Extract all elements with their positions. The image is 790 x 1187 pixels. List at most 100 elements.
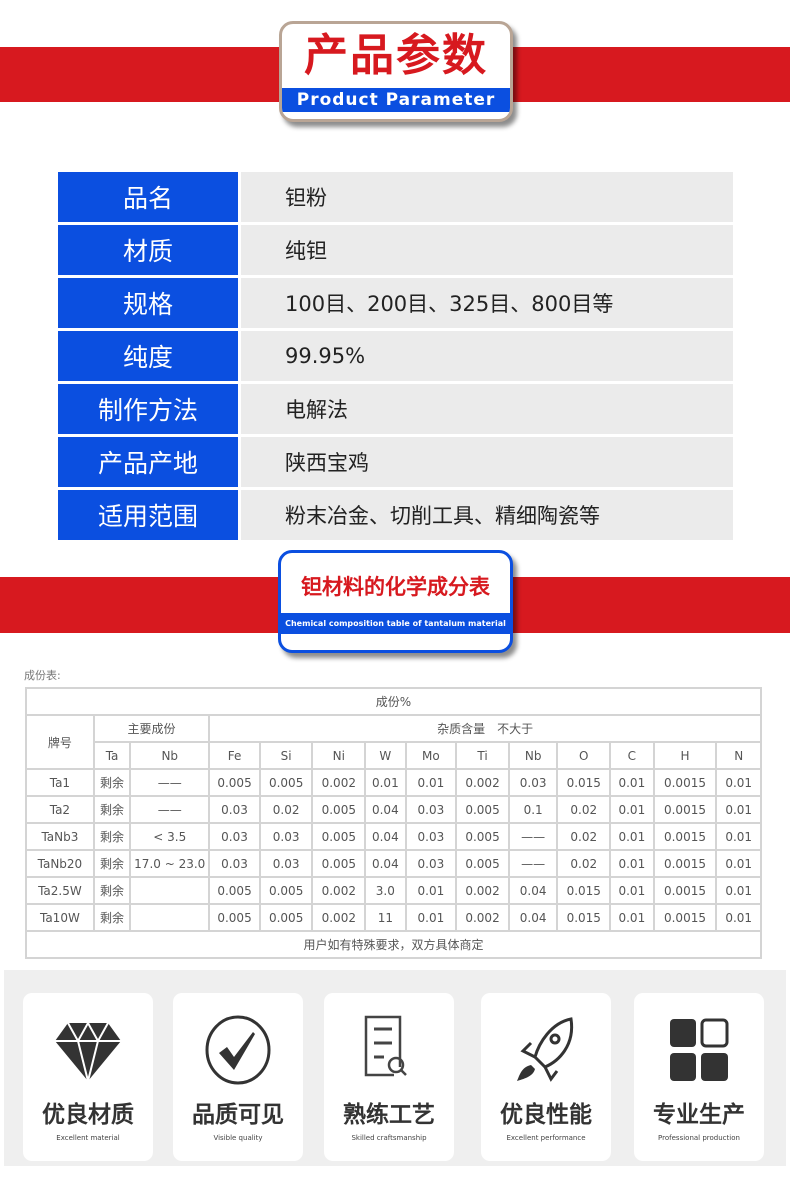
features-panel: 优良材质 Excellent material 品质可见 Visible qualit…: [4, 970, 786, 1166]
table-cell: 0.015: [556, 903, 612, 932]
table-cell: 0.03: [208, 849, 261, 878]
table-cell: 0.005: [258, 903, 314, 932]
table-row: Ta2.5W 剩余 0.005 0.005 0.002 3.0 0.01 0.002 0.04 0…: [25, 876, 762, 905]
table-cell: 0.005: [208, 876, 261, 905]
table-cell: [129, 876, 211, 905]
table-cell: 0.01: [404, 768, 458, 797]
feature-subtitle: Visible quality: [213, 1134, 263, 1142]
table-cell: 0.04: [507, 903, 559, 932]
table-cell: 0.01: [715, 822, 762, 851]
feature-title: 熟练工艺: [343, 1102, 435, 1128]
section-title-cn: 钽材料的化学成分表: [301, 575, 490, 599]
column-header: Si: [258, 741, 314, 770]
table-cell: ——: [129, 768, 211, 797]
table-cell: [129, 903, 211, 932]
table-cell: 0.01: [609, 876, 655, 905]
table-cell: 0.03: [404, 849, 458, 878]
table-row: Ta10W 剩余 0.005 0.005 0.002 11 0.01 0.002 0.04 0.0…: [25, 903, 762, 932]
table-cell: 0.0015: [652, 876, 718, 905]
table-cell: 0.02: [556, 822, 612, 851]
table-cell: 0.01: [715, 903, 762, 932]
checkmark-circle-icon: [173, 993, 303, 1089]
table-cell: 0.005: [311, 849, 367, 878]
table-cell: 0.02: [556, 849, 612, 878]
table-cell: 0.02: [556, 795, 612, 824]
table-title: 成份%: [25, 687, 762, 716]
param-label: 产品产地: [58, 437, 238, 487]
param-value: 99.95%: [241, 331, 733, 381]
section-title-cn: 产品参数: [304, 30, 488, 81]
table-cell: 0.01: [609, 903, 655, 932]
param-row: 材质 纯钽: [58, 225, 733, 275]
table-cell: TaNb3: [25, 822, 95, 851]
table-cell: 剩余: [92, 903, 132, 932]
param-value: 陕西宝鸡: [241, 437, 733, 487]
feature-card: 优良材质 Excellent material: [23, 993, 153, 1161]
column-header: Ni: [311, 741, 367, 770]
column-header: C: [609, 741, 655, 770]
table-cell: 0.005: [311, 795, 367, 824]
param-value: 100目、200目、325目、800目等: [241, 278, 733, 328]
table-cell: 17.0 ~ 23.0: [129, 849, 211, 878]
table-cell: 0.04: [364, 849, 407, 878]
table-cell: 0.03: [258, 822, 314, 851]
feature-card: 优良性能 Excellent performance: [481, 993, 611, 1161]
table-cell: 0.015: [556, 768, 612, 797]
table-cell: Ta2.5W: [25, 876, 95, 905]
table-cell: 0.01: [715, 876, 762, 905]
main-header: 主要成份: [92, 714, 211, 743]
table-cell: 0.0015: [652, 903, 718, 932]
column-header: Ta: [92, 741, 132, 770]
table-cell: 0.002: [311, 876, 367, 905]
feature-title: 品质可见: [192, 1102, 284, 1128]
feature-subtitle: Excellent material: [56, 1134, 120, 1142]
param-value: 粉末冶金、切削工具、精细陶瓷等: [241, 490, 733, 540]
param-label: 制作方法: [58, 384, 238, 434]
table-cell: 0.04: [364, 822, 407, 851]
feature-title: 优良性能: [500, 1102, 592, 1128]
table-cell: 剩余: [92, 822, 132, 851]
table-cell: 0.01: [609, 822, 655, 851]
param-value: 电解法: [241, 384, 733, 434]
table-cell: 0.0015: [652, 849, 718, 878]
column-header: N: [715, 741, 762, 770]
table-cell: 0.005: [455, 849, 510, 878]
table-cell: 0.03: [404, 822, 458, 851]
table-cell: 0.01: [609, 768, 655, 797]
table-row: TaNb20 剩余 17.0 ~ 23.0 0.03 0.03 0.005 0.04 0.03…: [25, 849, 762, 878]
table-cell: 0.015: [556, 876, 612, 905]
table-cell: 剩余: [92, 849, 132, 878]
table-cell: 0.002: [455, 876, 510, 905]
param-value: 钽粉: [241, 172, 733, 222]
table-cell: 0.0015: [652, 795, 718, 824]
table-cell: 0.005: [455, 822, 510, 851]
table-cell: 0.01: [715, 849, 762, 878]
table-cell: 0.005: [311, 822, 367, 851]
section-title-en: Product Parameter: [282, 88, 510, 112]
table-cell: 0.0015: [652, 768, 718, 797]
table-cell: 0.01: [715, 795, 762, 824]
table-cell: < 3.5: [129, 822, 211, 851]
table-cell: 0.01: [404, 903, 458, 932]
feature-subtitle: Skilled craftsmanship: [351, 1134, 427, 1142]
table-cell: 0.04: [507, 876, 559, 905]
param-row: 适用范围 粉末冶金、切削工具、精细陶瓷等: [58, 490, 733, 540]
table-cell: 0.002: [455, 903, 510, 932]
param-label: 品名: [58, 172, 238, 222]
section-header-product-parameter: 产品参数 Product Parameter: [279, 21, 513, 122]
feature-card: 品质可见 Visible quality: [173, 993, 303, 1161]
table-cell: 0.03: [208, 795, 261, 824]
table-cell: 0.002: [311, 903, 367, 932]
section-header-composition: 钽材料的化学成分表 Chemical composition table of …: [278, 550, 513, 653]
table-footer-note: 用户如有特殊要求，双方具体商定: [25, 930, 762, 959]
table-cell: 0.03: [507, 768, 559, 797]
table-cell: 0.01: [609, 795, 655, 824]
table-cell: 0.01: [364, 768, 407, 797]
feature-subtitle: Excellent performance: [506, 1134, 586, 1142]
table-cell: 0.005: [258, 768, 314, 797]
grade-header: 牌号: [25, 714, 95, 770]
table-cell: 3.0: [364, 876, 407, 905]
column-header: Fe: [208, 741, 261, 770]
table-cell: 0.04: [364, 795, 407, 824]
table-cell: 0.005: [258, 876, 314, 905]
